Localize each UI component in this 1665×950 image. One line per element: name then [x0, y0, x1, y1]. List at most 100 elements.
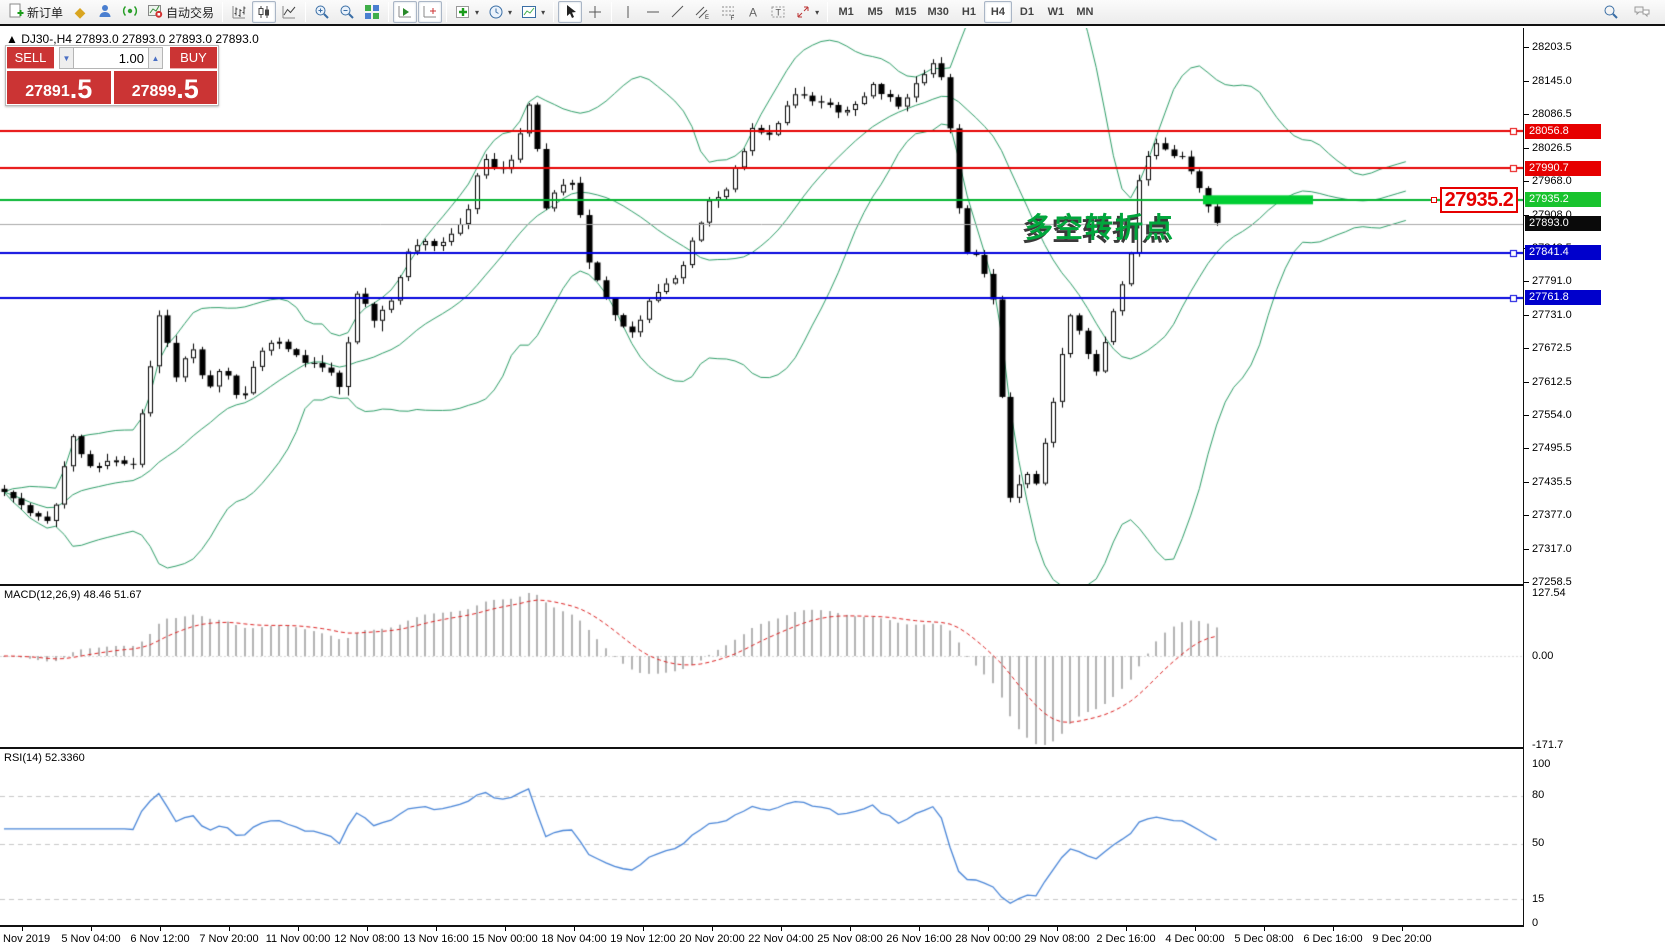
axis-tick-mark — [1524, 215, 1529, 216]
zoom-in-button[interactable] — [310, 1, 334, 23]
buy-price-frac: .5 — [176, 74, 199, 104]
chart-shift-button[interactable] — [418, 1, 443, 23]
macd-canvas[interactable] — [0, 586, 1523, 747]
price-tick-label: 28203.5 — [1532, 41, 1572, 53]
chevron-down-icon: ▾ — [508, 7, 513, 17]
trendline-button[interactable] — [666, 1, 690, 23]
zoom-out-button[interactable] — [335, 1, 359, 23]
new-order-icon — [8, 3, 24, 22]
axis-tick-mark — [1524, 582, 1529, 583]
toolbar: 新订单 ◆ 自动交易 ▾ ▾ ▾ E F A T ▾ M1 M5 M15 M30 H1 H… — [0, 0, 1665, 26]
candlestick-chart-button[interactable] — [252, 1, 277, 23]
time-tick-label: 4 Dec 00:00 — [1165, 933, 1225, 945]
callout-handle[interactable] — [1431, 197, 1437, 203]
new-order-button[interactable]: 新订单 — [4, 1, 67, 23]
chart-text-annotation[interactable]: 多空转折点 — [1025, 212, 1176, 243]
indicators-button[interactable]: ▾ — [451, 1, 483, 23]
horizontal-line-button[interactable] — [641, 1, 665, 23]
timeframe-h1[interactable]: H1 — [961, 6, 976, 18]
time-tick-mark — [1126, 927, 1127, 931]
price-tick-label: 27672.5 — [1532, 342, 1572, 354]
metaeditor-button[interactable]: ◆ — [68, 1, 92, 23]
timeframe-m15[interactable]: M15 — [895, 6, 917, 18]
macd-tick-label: 0.00 — [1532, 650, 1554, 662]
price-tick-label: 27258.5 — [1532, 576, 1572, 588]
price-axis[interactable]: 28203.5 28145.0 28086.5 28026.5 27968.0 27908… — [1523, 28, 1665, 929]
templates-button[interactable]: ▾ — [517, 1, 549, 23]
separator — [446, 2, 448, 22]
crosshair-icon — [589, 6, 602, 18]
time-tick-label: 22 Nov 04:00 — [748, 933, 814, 945]
timeframe-m1[interactable]: M1 — [838, 6, 854, 18]
line-chart-icon — [282, 6, 296, 19]
timeframe-m5[interactable]: M5 — [867, 6, 883, 18]
time-tick-mark — [712, 927, 713, 931]
line-chart-button[interactable] — [277, 1, 301, 23]
buy-button[interactable]: BUY — [170, 47, 217, 69]
timeframe-d1[interactable]: D1 — [1019, 6, 1034, 18]
axis-tick-mark — [1524, 114, 1529, 115]
time-tick-label: 12 Nov 08:00 — [334, 933, 400, 945]
timeframe-h4[interactable]: H4 — [983, 1, 1012, 23]
crosshair-button[interactable] — [583, 1, 607, 23]
collapse-arrow-icon[interactable]: ▲ — [6, 32, 22, 46]
time-tick-mark — [91, 927, 92, 931]
text-label-icon: T — [771, 6, 785, 18]
axis-tick-mark — [1524, 549, 1529, 550]
chat-button[interactable] — [1629, 1, 1655, 23]
chevron-up-icon: ▲ — [151, 53, 160, 63]
price-callout-label[interactable]: 27935.2 — [1440, 187, 1518, 213]
bar-chart-button[interactable] — [227, 1, 251, 23]
expert-advisors-button[interactable] — [93, 1, 117, 23]
time-tick-mark — [574, 927, 575, 931]
volume-control: ▼ ▲ — [59, 47, 163, 69]
main-chart-canvas[interactable] — [0, 28, 1523, 584]
periods-button[interactable]: ▾ — [484, 1, 516, 23]
buy-price[interactable]: 27899.5 — [113, 71, 217, 104]
time-tick-mark — [298, 927, 299, 931]
timeframe-w1[interactable]: W1 — [1047, 6, 1065, 18]
timeframe-bar: M1 M5 M15 M30 H1 H4 D1 W1 MN — [832, 1, 1099, 23]
volume-increase-button[interactable]: ▲ — [148, 47, 163, 69]
price-tick-label: 27731.0 — [1532, 309, 1572, 321]
auto-trading-button[interactable]: 自动交易 — [143, 1, 218, 23]
rsi-canvas[interactable] — [0, 749, 1523, 925]
chevron-down-icon: ▾ — [815, 7, 820, 17]
signals-button[interactable] — [118, 1, 142, 23]
vertical-line-button[interactable] — [616, 1, 640, 23]
arrows-icon — [797, 6, 809, 18]
price-tick-label: 28086.5 — [1532, 108, 1572, 120]
time-tick-mark — [436, 927, 437, 931]
equidistant-channel-button[interactable]: E — [691, 1, 715, 23]
price-tick-label: 27435.5 — [1532, 476, 1572, 488]
arrows-button[interactable]: ▾ — [791, 1, 823, 23]
auto-scroll-button[interactable] — [393, 1, 418, 23]
rsi-tick-label: 50 — [1532, 837, 1545, 849]
sell-price-frac: .5 — [69, 74, 93, 104]
clock-icon — [489, 5, 503, 19]
sell-price[interactable]: 27891.5 — [7, 71, 111, 104]
fibonacci-button[interactable]: F — [716, 1, 740, 23]
time-tick-mark — [850, 927, 851, 931]
time-tick-label: 15 Nov 00:00 — [472, 933, 538, 945]
vertical-line-icon — [627, 6, 629, 18]
time-tick-mark — [781, 927, 782, 931]
timeframe-mn[interactable]: MN — [1076, 6, 1094, 18]
time-tick-label: 6 Dec 16:00 — [1303, 933, 1363, 945]
axis-tick-mark — [1524, 281, 1529, 282]
time-tick-mark — [988, 927, 989, 931]
volume-decrease-button[interactable]: ▼ — [59, 47, 74, 69]
sell-button[interactable]: SELL — [7, 47, 54, 69]
macd-tick-label: 127.54 — [1532, 587, 1566, 599]
volume-input[interactable] — [74, 47, 148, 69]
time-tick-label: 7 Nov 20:00 — [199, 933, 259, 945]
text-button[interactable]: A — [741, 1, 765, 23]
text-label-button[interactable]: T — [766, 1, 790, 23]
time-axis[interactable]: 3 Nov 2019 5 Nov 04:00 6 Nov 12:00 7 Nov 20… — [0, 927, 1523, 950]
rsi-label: RSI(14) 52.3360 — [4, 752, 85, 764]
price-tick-label: 28145.0 — [1532, 75, 1572, 87]
cursor-button[interactable] — [558, 1, 583, 23]
timeframe-m30[interactable]: M30 — [927, 6, 949, 18]
tile-windows-button[interactable] — [360, 1, 384, 23]
search-button[interactable] — [1599, 1, 1623, 23]
